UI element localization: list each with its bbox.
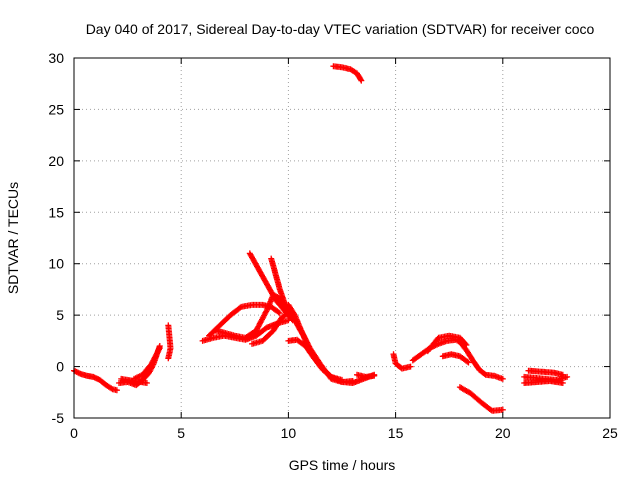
data-point xyxy=(559,380,566,386)
data-point xyxy=(156,346,162,353)
data-point xyxy=(276,310,283,317)
data-point xyxy=(285,310,292,317)
y-tick-label: 10 xyxy=(48,256,64,272)
data-series-track-l xyxy=(249,310,292,347)
data-point xyxy=(462,340,469,347)
data-point xyxy=(165,355,172,362)
data-point xyxy=(371,372,378,379)
data-series-track-w xyxy=(521,378,566,386)
y-tick-label: 25 xyxy=(48,101,64,117)
data-point xyxy=(349,378,356,384)
data-series-track-a xyxy=(71,367,120,394)
data-series-track-d xyxy=(118,375,150,386)
x-tick-label: 15 xyxy=(388,425,404,441)
plot-frame xyxy=(73,57,611,419)
data-series-track-n xyxy=(354,371,378,380)
data-series-track-k xyxy=(285,301,356,385)
data-series-track-s xyxy=(439,351,472,366)
data-point xyxy=(156,345,163,352)
chart-title: Day 040 of 2017, Sidereal Day-to-day VTE… xyxy=(86,21,595,37)
data-series-track-r xyxy=(424,332,470,355)
x-axis-label: GPS time / hours xyxy=(289,457,396,473)
grid-lines xyxy=(74,58,610,418)
data-point xyxy=(357,76,364,83)
data-point xyxy=(499,406,506,413)
x-tick-label: 0 xyxy=(70,425,78,441)
y-tick-label: 20 xyxy=(48,153,64,169)
data-series-track-h xyxy=(212,291,292,341)
x-tick-label: 20 xyxy=(495,425,511,441)
data-points xyxy=(71,63,571,414)
data-series-track-t xyxy=(456,384,506,414)
data-point xyxy=(275,309,282,316)
y-tick-label: 15 xyxy=(48,204,64,220)
x-tick-label: 5 xyxy=(177,425,185,441)
axis-ticks: 0 5 10 15 20 25 -5 0 5 10 15 20 25 30 xyxy=(48,50,618,441)
data-point xyxy=(559,371,566,378)
data-series-track-v xyxy=(525,367,566,378)
data-point xyxy=(564,373,571,380)
data-series-track-e xyxy=(165,322,174,362)
data-point xyxy=(463,342,470,348)
y-tick-label: 0 xyxy=(56,359,64,375)
y-tick-label: 5 xyxy=(56,307,64,323)
data-point xyxy=(465,359,472,366)
data-point xyxy=(464,358,471,365)
data-series-track-p xyxy=(390,351,414,372)
x-tick-label: 25 xyxy=(602,425,618,441)
data-point xyxy=(499,375,506,382)
data-point xyxy=(143,380,150,386)
data-series-track-q xyxy=(409,336,506,382)
data-point xyxy=(358,77,365,84)
data-series-track-m xyxy=(285,336,345,383)
x-tick-label: 10 xyxy=(281,425,297,441)
data-point xyxy=(237,304,243,311)
data-point xyxy=(113,387,120,394)
y-tick-label: 30 xyxy=(48,50,64,66)
data-series-track-o xyxy=(330,63,365,84)
data-point xyxy=(407,363,414,370)
data-point xyxy=(108,385,115,392)
data-series-track-c xyxy=(131,345,163,382)
data-point xyxy=(284,310,291,317)
data-point xyxy=(339,376,345,383)
y-axis-label: SDTVAR / TECUs xyxy=(5,182,21,294)
y-tick-label: -5 xyxy=(52,410,65,426)
